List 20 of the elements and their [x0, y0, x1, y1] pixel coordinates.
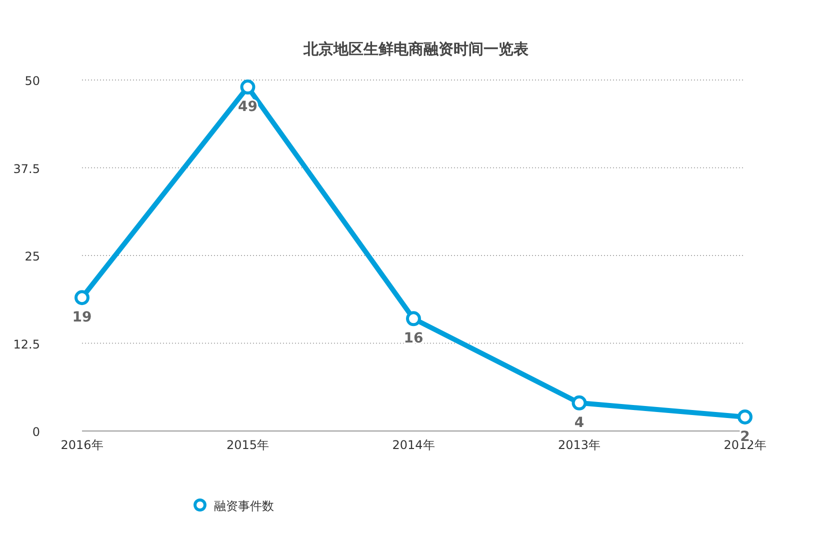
x-tick-label: 2015年 [226, 438, 270, 452]
point [738, 409, 752, 424]
point [74, 290, 90, 306]
y-tick-label: 50 [24, 74, 40, 88]
data-label: 4 [574, 414, 584, 431]
point [406, 311, 421, 326]
data-label: 16 [404, 330, 424, 347]
x-tick-label: 2013年 [558, 438, 601, 452]
x-tick-label: 2014年 [392, 438, 435, 452]
x-tick-label: 2016年 [60, 438, 104, 452]
data-label: 49 [238, 99, 258, 116]
legend-label: 融资事件数 [214, 499, 274, 513]
y-tick-label: 25 [24, 250, 40, 264]
chart-title: 北京地区生鲜电商融资时间一览表 [302, 40, 530, 58]
y-tick-label: 12.5 [13, 337, 40, 352]
y-tick-label: 37.5 [13, 162, 40, 176]
y-tick-label: 0 [32, 425, 40, 439]
data-label: 19 [72, 310, 92, 326]
point [572, 395, 587, 410]
point [240, 80, 256, 95]
